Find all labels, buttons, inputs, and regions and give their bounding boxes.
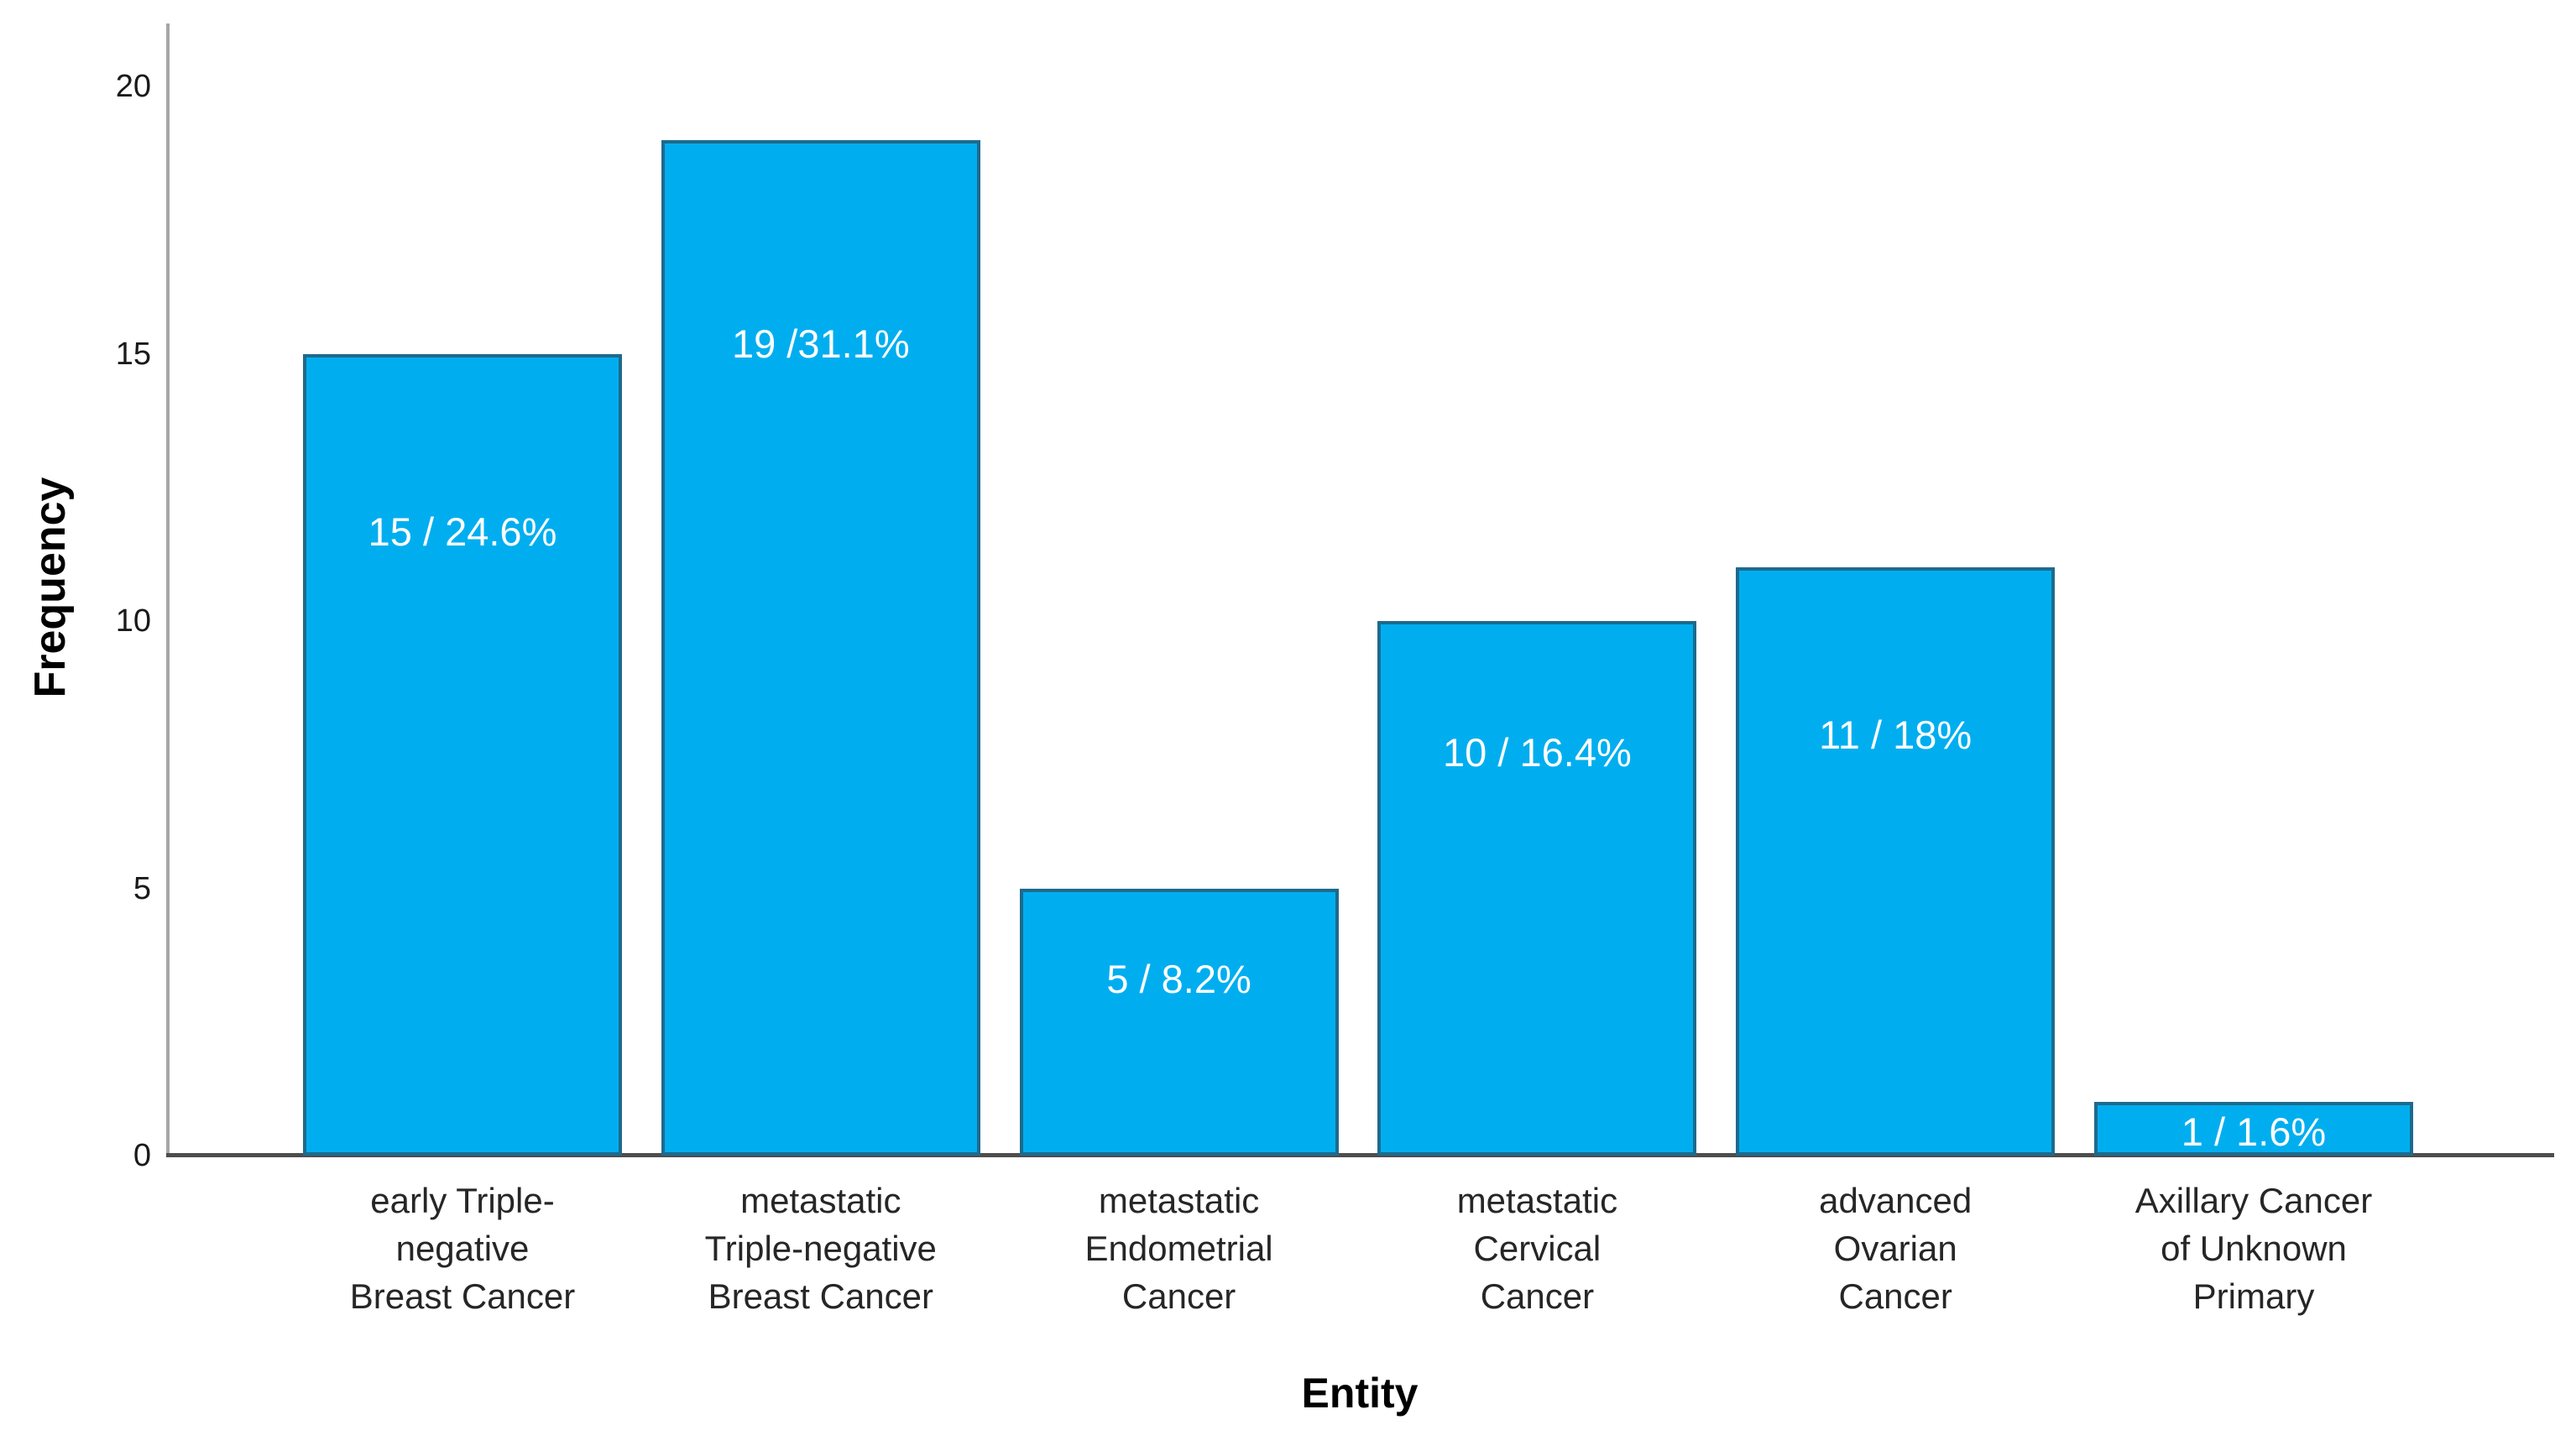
x-category-label-line: of Unknown — [2161, 1229, 2347, 1268]
x-category-label-line: Primary — [2192, 1276, 2315, 1316]
x-category-label: Axillary Cancer of Unknown Primary — [2061, 1177, 2447, 1320]
chart-bar: 19 /31.1% — [661, 139, 980, 1156]
x-category-label-line: Breast Cancer — [349, 1276, 576, 1316]
x-category-label-line: early Triple- — [370, 1181, 555, 1220]
x-category-label-line: Cancer — [1838, 1276, 1952, 1316]
x-axis-title: Entity — [1301, 1370, 1419, 1417]
x-category-label-line: Triple-negative — [704, 1229, 937, 1268]
y-tick-label: 20 — [115, 69, 151, 104]
x-category-label-line: negative — [395, 1229, 530, 1268]
x-category-label: advanced Ovarian Cancer — [1702, 1177, 2088, 1320]
chart-bar: 5 / 8.2% — [1019, 888, 1339, 1156]
chart-bar: 15 / 24.6% — [303, 353, 622, 1156]
bar-value-label: 5 / 8.2% — [1106, 956, 1251, 1001]
x-category-label-line: Axillary Cancer — [2134, 1181, 2373, 1220]
y-axis-title: Frequency — [26, 477, 75, 698]
y-tick-label: 0 — [133, 1138, 151, 1173]
chart-bar: 1 / 1.6% — [2094, 1102, 2413, 1156]
x-category-label-line: metastatic — [1098, 1181, 1260, 1220]
bar-value-label: 11 / 18% — [1819, 712, 1972, 758]
x-category-label-line: Endometrial — [1084, 1229, 1273, 1268]
x-category-label-line: Breast Cancer — [708, 1276, 934, 1316]
x-category-label: early Triple-negative Breast Cancer — [269, 1177, 656, 1320]
x-axis-line — [166, 1153, 2554, 1157]
bar-value-label: 10 / 16.4% — [1443, 730, 1632, 775]
x-category-label-line: Cervical — [1473, 1229, 1602, 1268]
chart-bar: 11 / 18% — [1736, 567, 2056, 1156]
y-tick-label: 15 — [115, 336, 151, 372]
x-category-label: metastatic Cervical Cancer — [1344, 1177, 1730, 1320]
x-category-label-line: Cancer — [1121, 1276, 1236, 1316]
x-category-label: metastatic Endometrial Cancer — [986, 1177, 1372, 1320]
y-tick-label: 10 — [115, 603, 151, 639]
x-category-label-line: metastatic — [1456, 1181, 1618, 1220]
bar-value-label: 19 /31.1% — [731, 321, 910, 366]
bar-value-label: 1 / 1.6% — [2181, 1109, 2327, 1155]
chart-bar: 10 / 16.4% — [1377, 621, 1697, 1156]
x-category-label-line: metastatic — [740, 1181, 901, 1220]
x-category-label-line: Ovarian — [1833, 1229, 1957, 1268]
x-category-label-line: advanced — [1819, 1181, 1972, 1220]
y-axis-line — [166, 23, 170, 1156]
bar-value-label: 15 / 24.6% — [368, 509, 557, 554]
x-category-label: metastatic Triple-negative Breast Cancer — [628, 1177, 1014, 1320]
x-category-label-line: Cancer — [1480, 1276, 1595, 1316]
y-tick-label: 5 — [133, 870, 151, 906]
